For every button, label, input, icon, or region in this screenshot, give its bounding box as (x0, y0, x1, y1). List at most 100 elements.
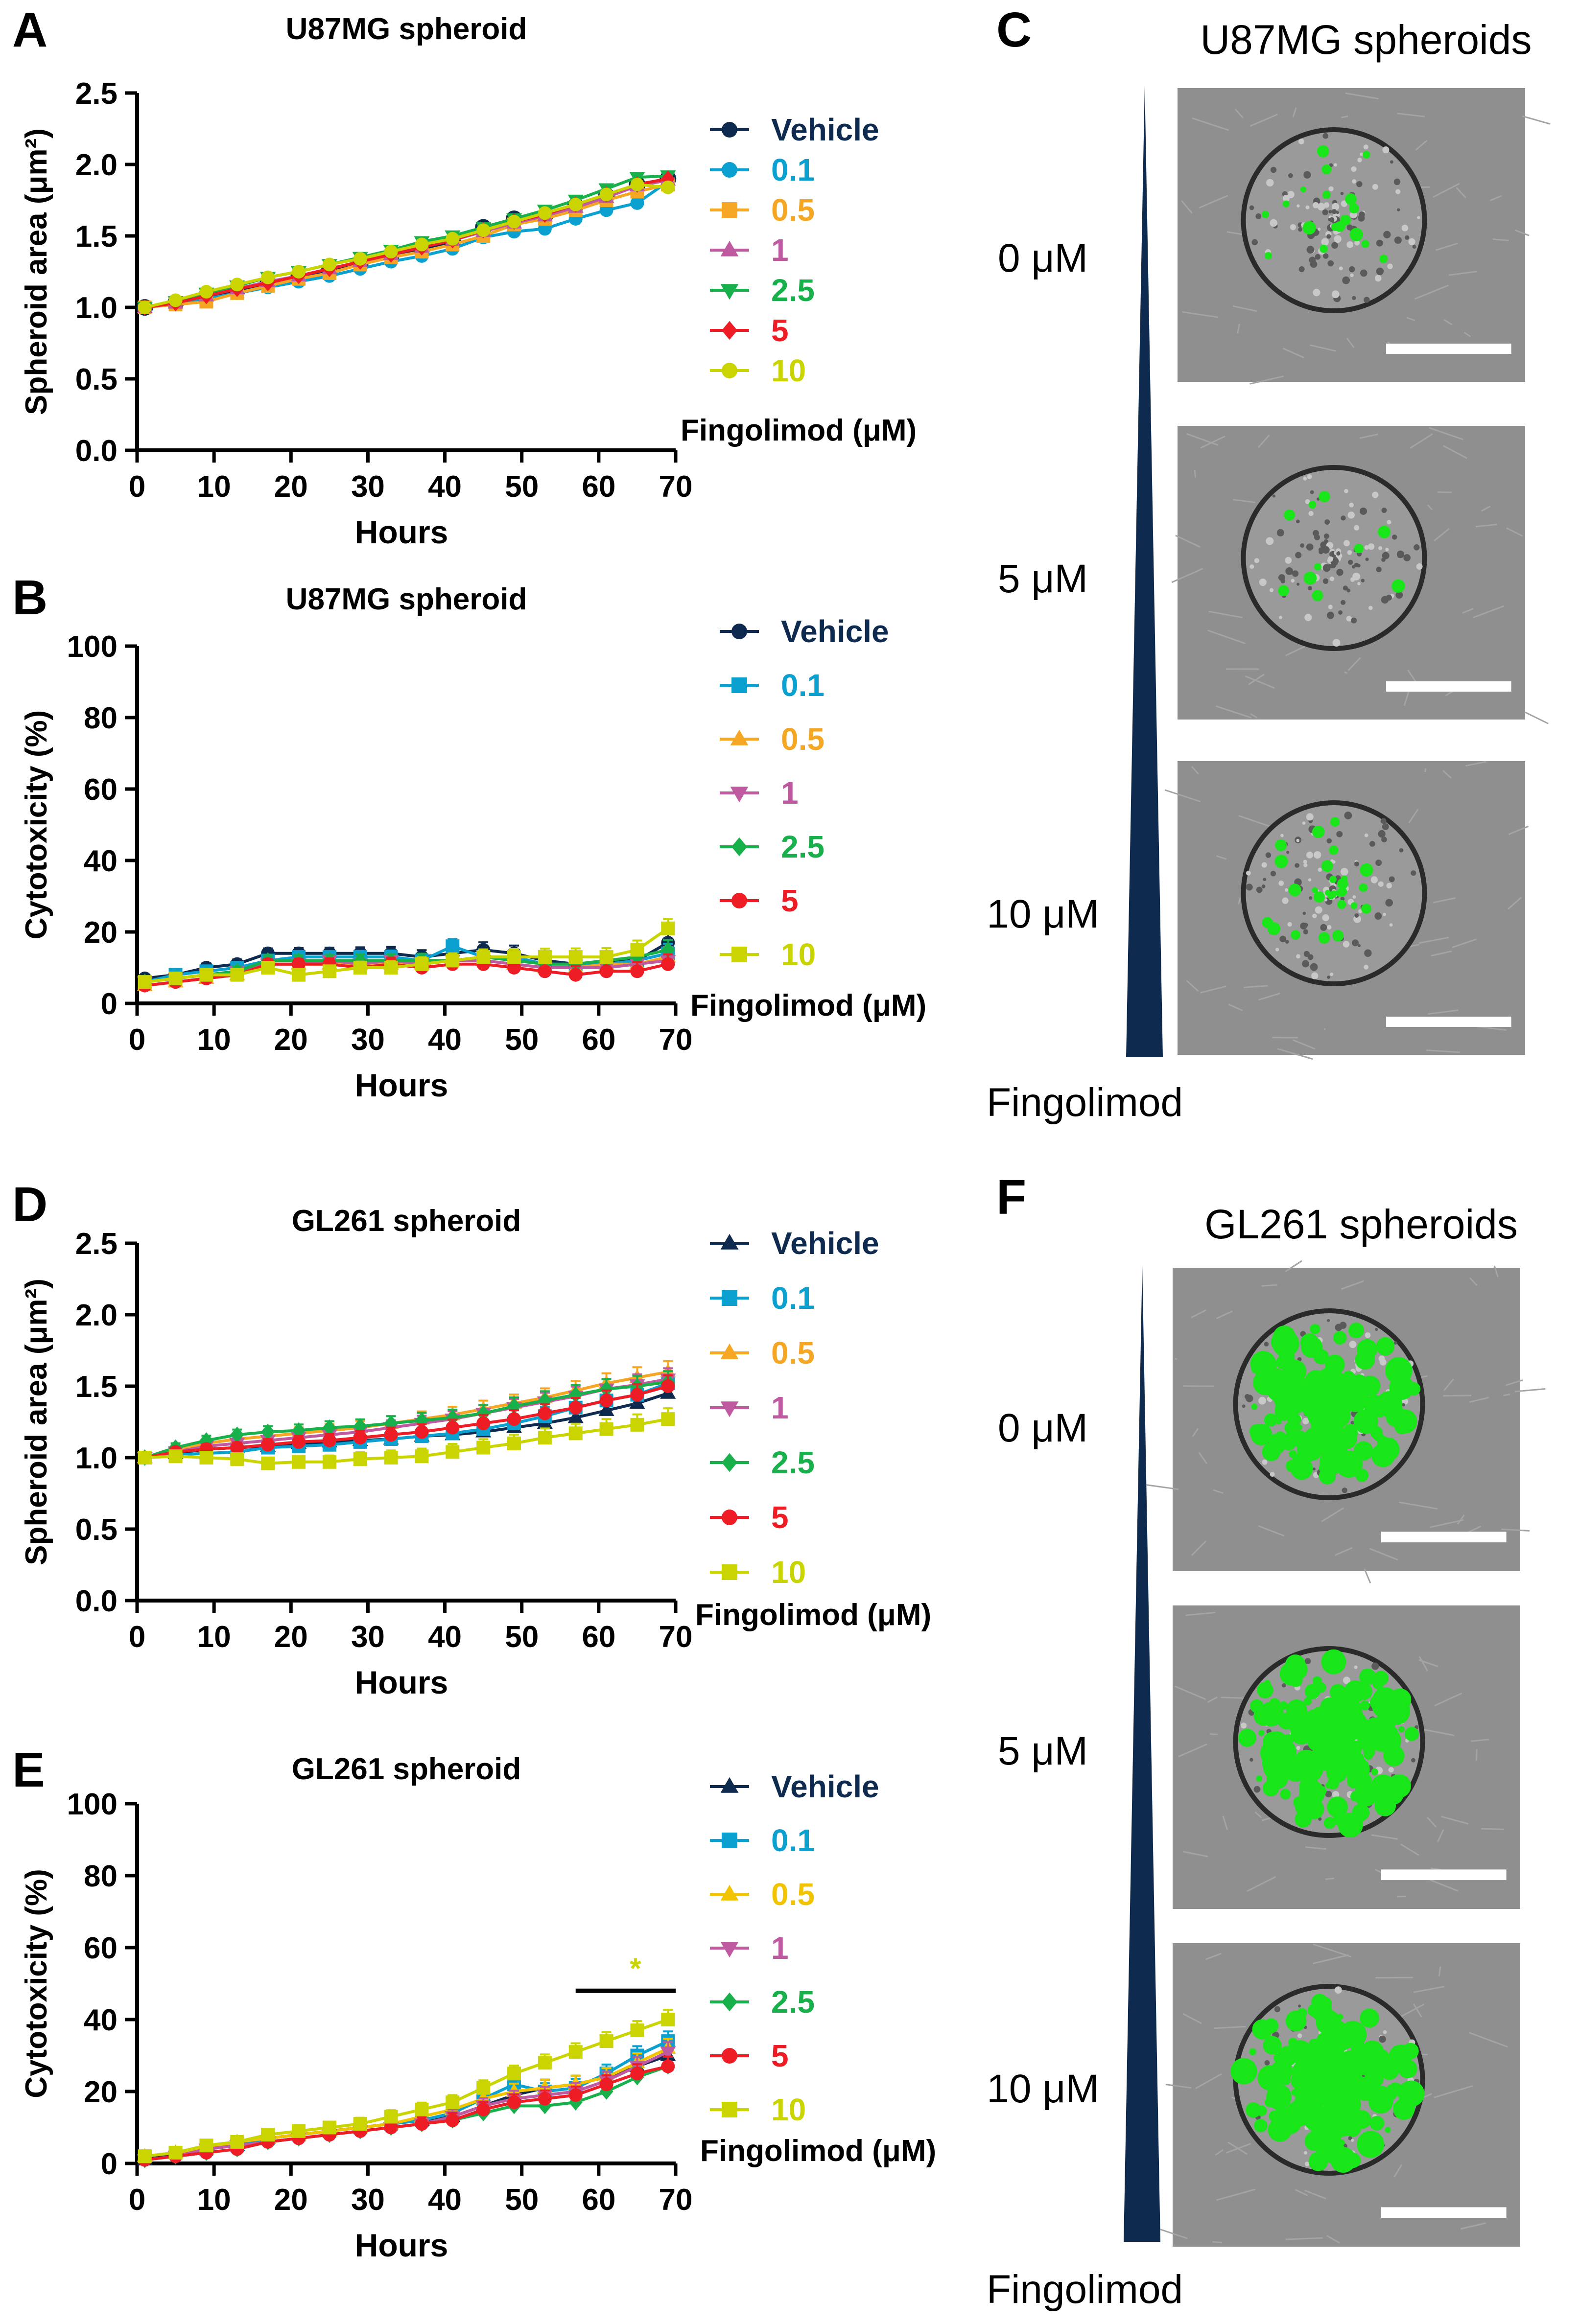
img-C-spheroid-cell (1327, 260, 1334, 267)
img-C-spheroid-cell (1360, 152, 1364, 156)
img-C-spheroid-cell (1256, 886, 1263, 893)
img-C-spheroid-cell (1343, 941, 1350, 948)
img-C-spheroid-cell (1326, 838, 1332, 844)
img-C-spheroid-cell (1356, 563, 1361, 568)
img-C-fluorescent-cell (1321, 860, 1333, 872)
img-F-texture-fiber (1493, 1265, 1499, 1278)
img-C-texture-fiber (1347, 657, 1361, 671)
img-F-texture-fiber (1165, 2084, 1192, 2089)
chart-d-point-2-5 (261, 1423, 275, 1441)
img-C-spheroid-cell (1390, 160, 1393, 164)
img-C-spheroid-cell (1331, 242, 1338, 249)
img-F-spheroid-cell (1264, 2060, 1270, 2066)
img-C-texture-fiber (1514, 229, 1530, 236)
img-F-fluorescent-cell (1369, 2115, 1385, 2131)
img-F-fluorescent-cell (1385, 1696, 1395, 1706)
img-F-fluorescent-cell (1360, 2008, 1379, 2028)
img-F-spheroid-cell (1332, 1791, 1340, 1798)
img-F-fluorescent-cell (1357, 1816, 1364, 1824)
img-C-fluorescent-cell (1308, 501, 1317, 509)
chart-e-point-10 (568, 2045, 583, 2059)
img-C-spheroid-cell (1350, 273, 1354, 278)
img-C-spheroid-cell (1369, 841, 1375, 847)
img-C-spheroid-cell (1280, 579, 1285, 584)
img-F-fluorescent-cell (1321, 2033, 1334, 2045)
chart-a-y-tick-label: 1.0 (75, 291, 118, 325)
chart-a-legend-label-5: 5 (771, 313, 789, 348)
img-C-spheroid-cell (1270, 219, 1277, 227)
chart-d-title: GL261 spheroid (292, 1204, 521, 1238)
chart-a-point-10 (507, 214, 521, 229)
img-C-texture-fiber (1403, 692, 1410, 706)
img-C-spheroid-cell (1324, 898, 1328, 902)
img-C-spheroid-cell (1354, 913, 1359, 918)
img-C-texture-fiber (1238, 815, 1275, 829)
img-C-texture-fiber (1323, 1028, 1326, 1030)
img-F-fluorescent-cell (1278, 1712, 1295, 1730)
img-F-fluorescent-cell (1325, 1782, 1332, 1789)
img-C-spheroid-cell (1376, 267, 1384, 276)
chart-d-point-10 (661, 1412, 675, 1426)
img-C-spheroid-cell (1336, 831, 1343, 837)
img-F-fluorescent-cell (1310, 1324, 1320, 1334)
img-F-fluorescent-cell (1355, 1452, 1362, 1459)
chart-d-x-tick-label: 70 (659, 1620, 693, 1654)
img-C-fluorescent-cell (1318, 932, 1330, 944)
chart-d-legend-label-vehicle: Vehicle (771, 1226, 879, 1261)
img-C-fluorescent-cell (1378, 525, 1390, 538)
img-C-spheroid-cell (1340, 191, 1344, 195)
img-C-texture-fiber (1234, 109, 1244, 118)
img-F-spheroid-cell (1262, 1459, 1268, 1465)
img-F-texture-fiber (1475, 1749, 1478, 1761)
img-C-spheroid-cell (1311, 972, 1319, 979)
img-F-texture-fiber (1247, 1876, 1276, 1892)
img-F-spheroid-cell (1327, 1319, 1330, 1322)
chart-a-x-axis-label: Hours (355, 514, 448, 550)
img-C-spheroid-cell (1323, 539, 1328, 544)
chart-a-x-tick-label: 60 (582, 470, 615, 504)
img-C-spheroid-cell (1349, 266, 1355, 273)
img-F-spheroid-cell (1383, 2030, 1387, 2034)
img-F-spheroid-cell (1258, 1396, 1266, 1405)
chart-e-point-10 (168, 2145, 183, 2160)
chart-e-significance-label: * (630, 1952, 641, 1985)
img-C-texture-fiber (1522, 115, 1551, 125)
img-C-spheroid-cell (1352, 895, 1356, 899)
img-F-texture-fiber (1214, 2025, 1246, 2029)
chart-d-point-2-5 (353, 1418, 367, 1435)
img-F-fluorescent-cell (1266, 2084, 1292, 2110)
chart-b-legend-label-0-5: 0.5 (781, 721, 825, 757)
img-C-fluorescent-cell (1327, 893, 1334, 900)
img-C-spheroid-cell (1315, 906, 1322, 914)
img-F-fluorescent-cell (1307, 1788, 1318, 1798)
img-C-spheroid-cell (1265, 852, 1272, 858)
img-F-texture-fiber (1503, 1394, 1510, 1396)
img-C-spheroid-cell (1322, 564, 1331, 572)
chart-b-point-5 (630, 964, 644, 978)
chart-e-point-5 (599, 2077, 613, 2092)
img-C-spheroid-cell (1363, 144, 1368, 150)
img-F-texture-fiber (1216, 1310, 1233, 1320)
chart-a-title: U87MG spheroid (286, 12, 527, 46)
img-F-fluorescent-cell (1263, 2036, 1282, 2055)
img-F-fluorescent-cell (1260, 1740, 1287, 1766)
img-C-spheroid-cell (1310, 260, 1318, 268)
img-C-spheroid-cell (1327, 976, 1330, 979)
img-C-fluorescent-cell (1340, 214, 1351, 226)
chart-e-legend-marker-1 (720, 1942, 739, 1958)
img-C-spheroid-cell (1403, 554, 1411, 561)
img-C-fluorescent-cell (1284, 509, 1296, 521)
img-C-fluorescent-cell (1329, 845, 1339, 855)
chart-b-point-10 (630, 943, 644, 957)
chart-d-point-10 (230, 1452, 244, 1466)
img-F-fluorescent-cell (1254, 2118, 1268, 2133)
img-C-texture-fiber (1465, 761, 1486, 767)
img-C-spheroid-cell (1303, 863, 1308, 867)
img-C-spheroid-cell (1416, 563, 1423, 570)
img-C-spheroid-cell (1391, 535, 1397, 540)
img-C-scale-bar (1386, 1017, 1511, 1027)
img-C-texture-fiber (1428, 1009, 1459, 1015)
chart-b-y-tick-label: 40 (84, 844, 118, 878)
img-F-fluorescent-cell (1377, 1403, 1387, 1412)
